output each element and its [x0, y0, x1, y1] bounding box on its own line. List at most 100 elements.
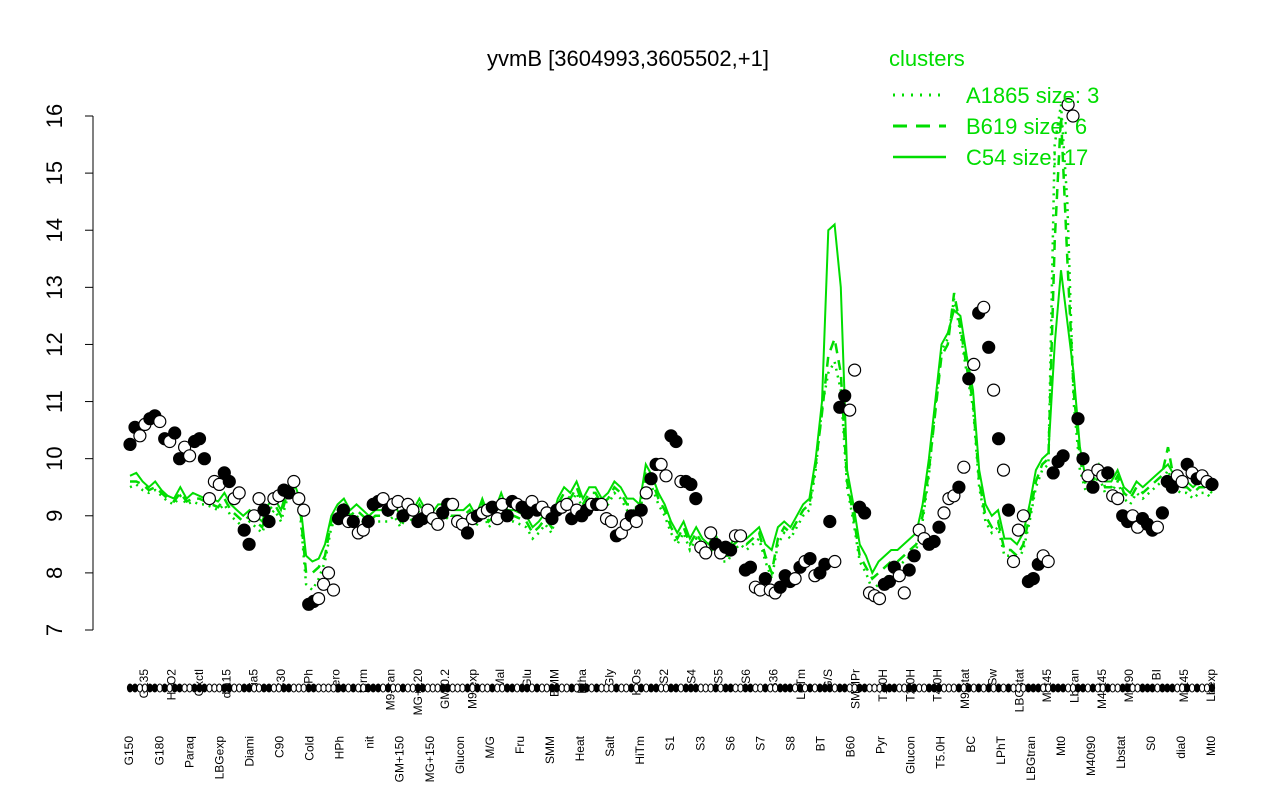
rug-marker: [499, 683, 506, 693]
rug-marker: [136, 683, 143, 693]
rug-marker: [921, 683, 928, 693]
y-tick-label-15: 15: [42, 161, 67, 185]
data-point: [952, 480, 966, 494]
data-point: [996, 463, 1011, 477]
rug-marker: [350, 683, 357, 693]
x-tick-label: dia15: [219, 669, 233, 699]
rug-marker: [246, 683, 253, 693]
rug-marker: [722, 683, 729, 693]
rug-marker: [315, 683, 322, 693]
data-point: [977, 300, 991, 314]
rug-marker: [831, 683, 838, 693]
x-tick-label: C90: [272, 736, 286, 758]
x-tick-label: Cold: [302, 736, 316, 761]
data-point: [803, 551, 817, 566]
rug-marker: [980, 683, 987, 693]
rug-marker: [732, 683, 739, 693]
rug-marker: [945, 683, 953, 693]
data-point: [1071, 412, 1085, 426]
x-tick-label: Glucon: [453, 736, 467, 774]
rug-marker: [380, 683, 387, 693]
data-point: [1066, 109, 1080, 123]
x-tick-label: Mt0: [1054, 736, 1068, 756]
x-tick-label: BI: [1149, 669, 1163, 680]
data-point: [133, 429, 147, 443]
rug-marker: [960, 683, 967, 693]
data-point: [197, 452, 211, 466]
rug-marker: [841, 683, 848, 693]
rug-marker: [965, 683, 972, 693]
x-tick-label: Pyr: [874, 736, 888, 754]
rug-marker: [1124, 683, 1131, 693]
x-tick-label: LPhT: [994, 735, 1008, 764]
y-tick-label-8: 8: [42, 567, 67, 579]
x-tick-label: Sw: [985, 669, 999, 686]
data-point: [857, 506, 872, 520]
data-point: [317, 577, 331, 591]
rug-marker: [1045, 683, 1052, 693]
data-point: [326, 583, 341, 597]
data-point: [828, 554, 842, 569]
rug-marker: [528, 683, 536, 693]
rug-marker: [558, 683, 565, 693]
data-point: [704, 526, 718, 540]
rug-marker: [623, 683, 630, 693]
rug-marker: [206, 683, 213, 693]
data-point: [1061, 97, 1075, 112]
rug-marker: [975, 683, 982, 693]
data-point: [773, 580, 787, 594]
x-tick-label: LBGtran: [1024, 736, 1038, 781]
rug-marker: [742, 683, 749, 693]
rug-marker: [1040, 683, 1047, 693]
rug-marker: [1194, 683, 1201, 693]
rug-marker: [434, 683, 441, 693]
data-point: [838, 389, 852, 403]
chart-title: yvmB [3604993,3605502,+1]: [487, 46, 769, 71]
rug-marker: [1069, 683, 1077, 693]
x-tick-label: BC: [964, 736, 978, 753]
rug-marker: [260, 683, 268, 693]
rug-marker: [1074, 683, 1082, 693]
data-point: [168, 426, 182, 440]
data-point: [962, 372, 976, 386]
data-point: [153, 414, 167, 429]
rug-marker: [424, 683, 431, 693]
rug-marker: [796, 683, 804, 693]
data-point: [446, 497, 460, 511]
rug-marker: [394, 683, 402, 693]
data-point: [123, 437, 137, 451]
rug-marker: [573, 683, 580, 693]
rug-marker: [464, 683, 471, 693]
rug-marker: [474, 683, 481, 693]
data-point: [669, 434, 683, 449]
rug-marker: [826, 683, 833, 693]
rug-marker: [801, 683, 809, 693]
rug-marker: [270, 683, 277, 693]
x-tick-label: T5.0H: [934, 736, 948, 769]
rug-marker: [1114, 683, 1121, 693]
rug-marker: [514, 683, 521, 693]
data-point: [396, 509, 410, 523]
rug-marker: [409, 683, 416, 693]
rug-marker: [787, 683, 794, 693]
x-tick-label: SMM: [543, 736, 557, 764]
data-point: [1081, 469, 1095, 483]
data-point: [1111, 492, 1125, 506]
x-tick-label: dia0: [1174, 736, 1188, 759]
x-tick-label: S8: [783, 736, 797, 751]
data-point: [902, 563, 916, 577]
data-point: [222, 474, 236, 489]
rug-marker: [543, 683, 551, 693]
rug-marker: [1109, 683, 1116, 693]
rug-marker: [533, 683, 541, 693]
rug-marker: [519, 683, 526, 693]
data-point: [192, 432, 207, 446]
rug-marker: [504, 683, 511, 693]
data-point: [431, 517, 445, 531]
y-tick-label-7: 7: [42, 624, 67, 636]
rug-marker: [1020, 683, 1027, 693]
rug-marker: [325, 683, 332, 693]
data-point: [699, 546, 713, 560]
data-point: [689, 492, 703, 506]
